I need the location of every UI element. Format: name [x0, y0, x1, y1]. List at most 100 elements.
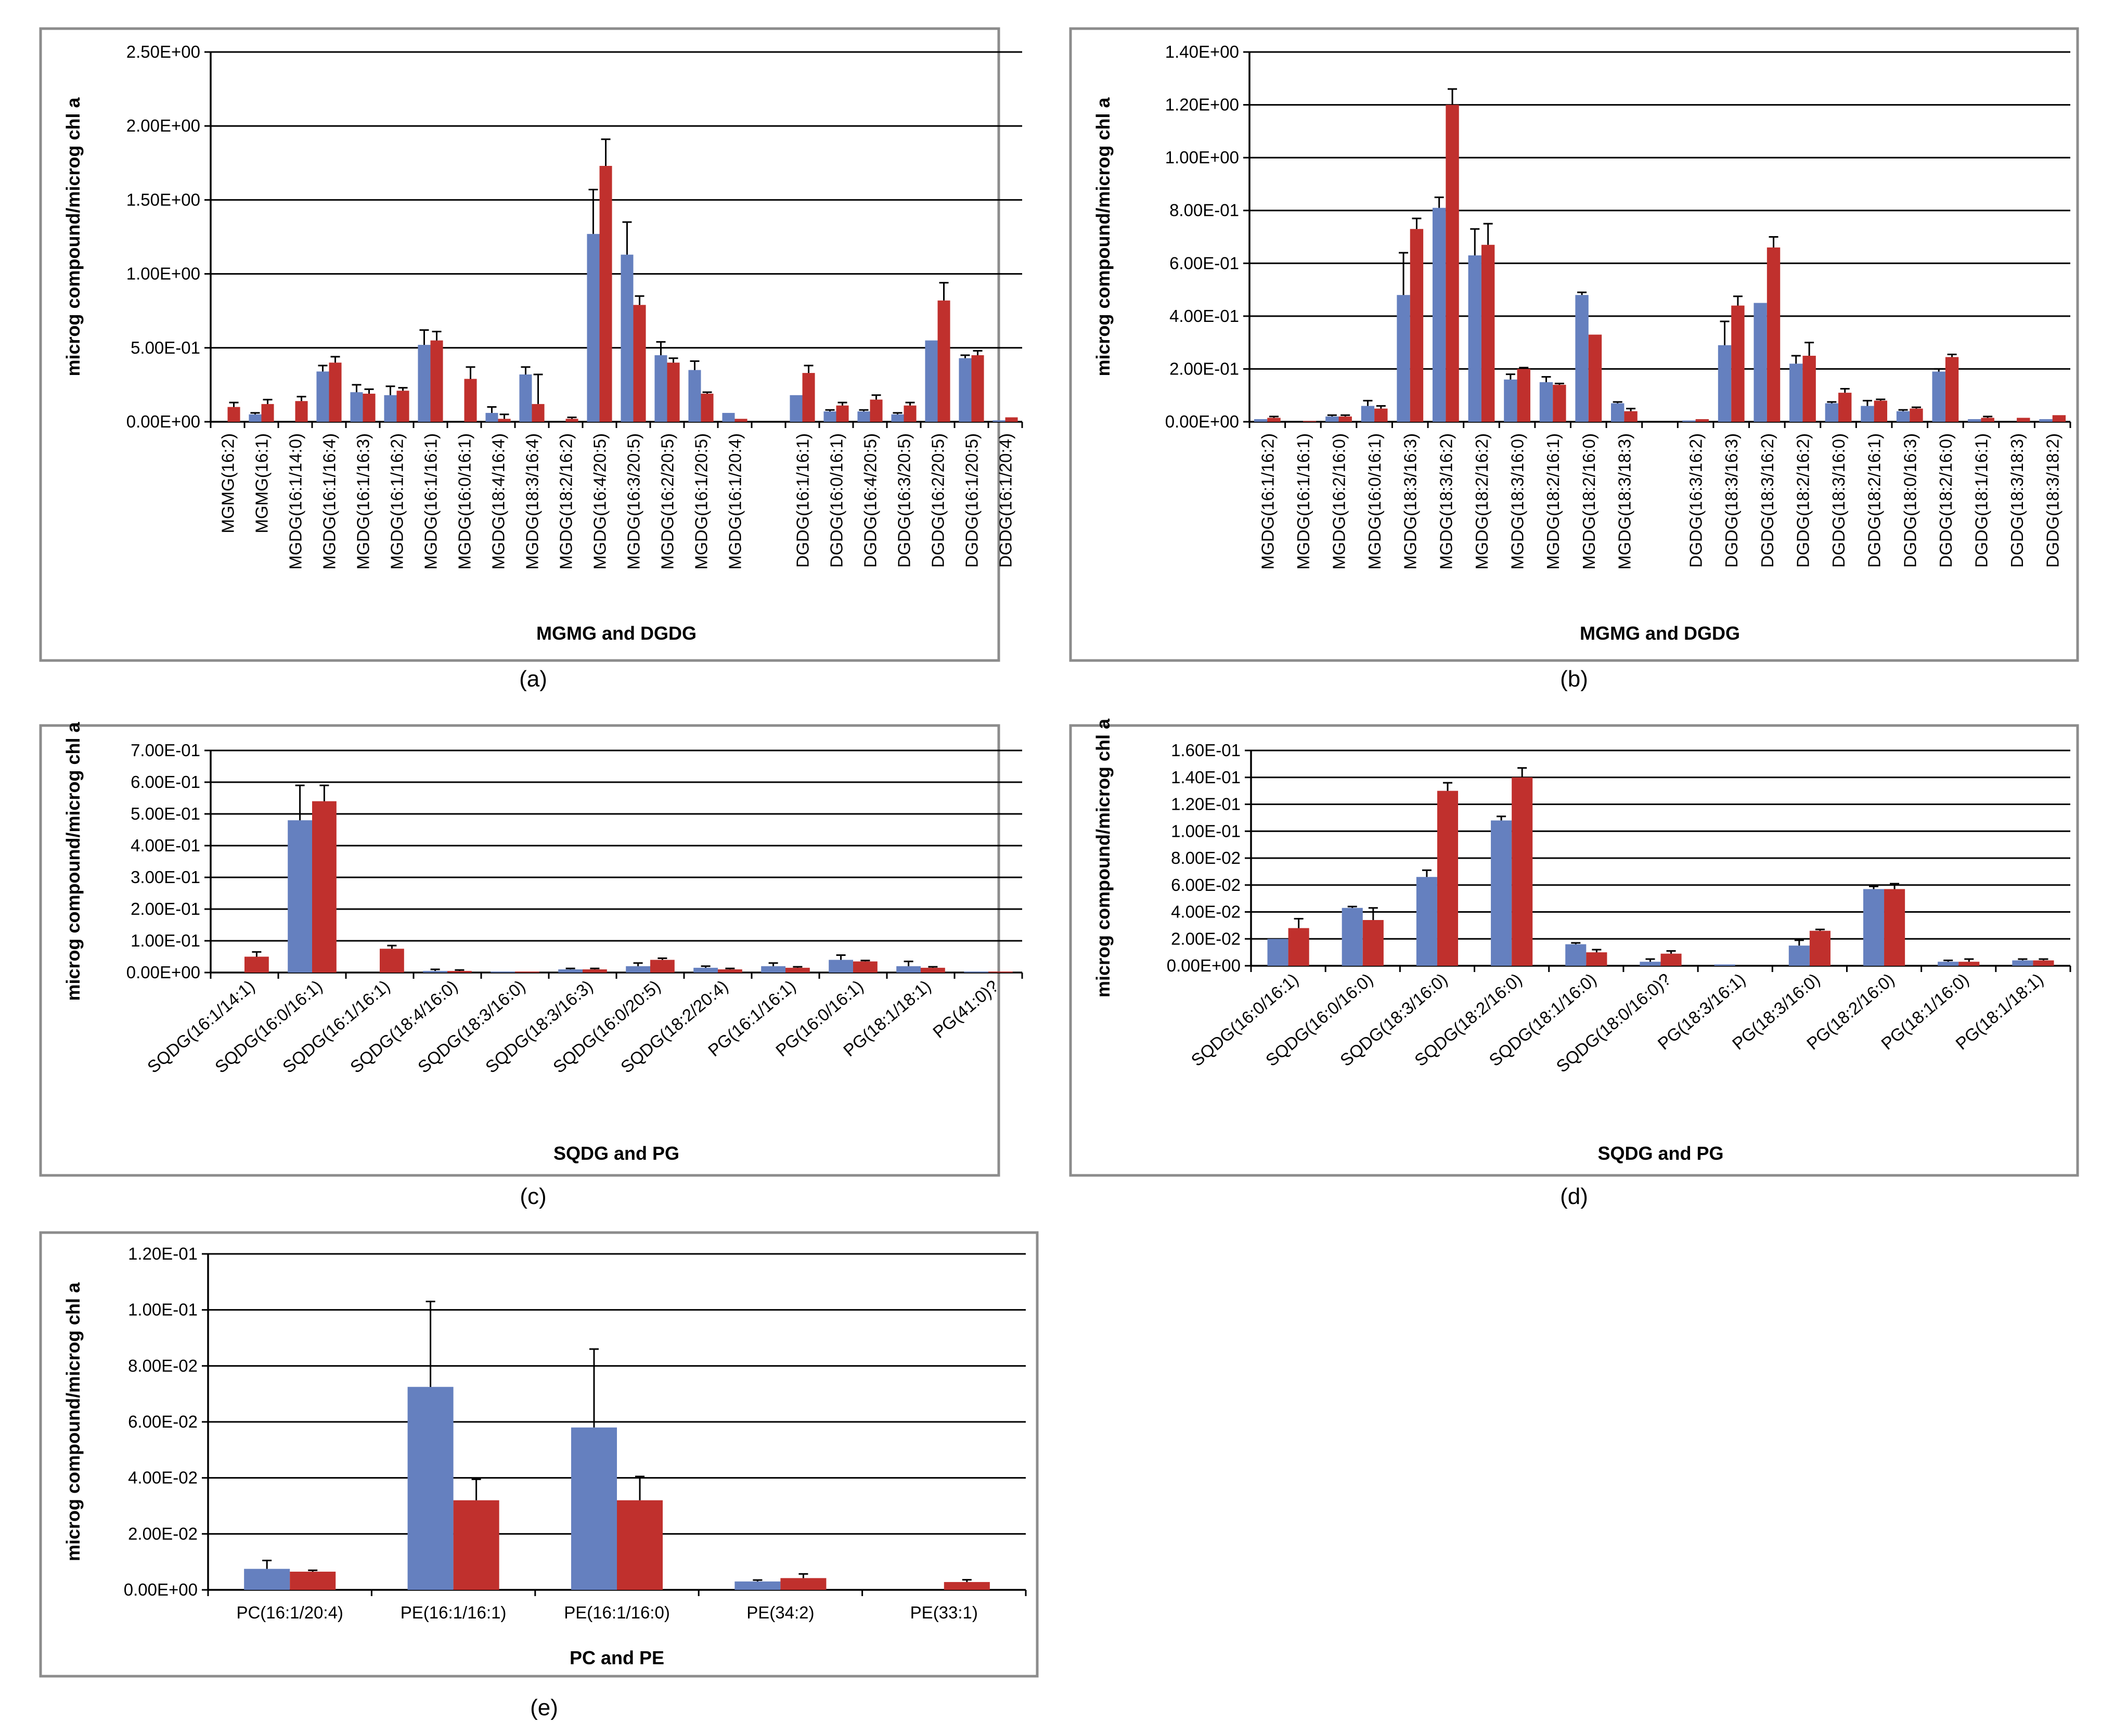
bar-series2-mgdg-18-3-16-3 — [1410, 229, 1424, 422]
x-tick-label: MGDG(16:4/20:5) — [590, 433, 610, 569]
bar-series2-mgdg-16-1-20-4 — [734, 419, 747, 422]
bar-series2-pg-18-1-16-0 — [1958, 962, 1980, 966]
x-tick-label: MGDG(16:1/16:1) — [421, 433, 441, 569]
bar-series2-pg-18-2-16-0 — [1884, 889, 1905, 966]
bar-series2-sqdg-16-0-16-1 — [312, 801, 337, 973]
bar-series1-sqdg-16-0-16-0 — [1342, 908, 1363, 966]
y-tick-label: 0.00E+00 — [126, 412, 200, 431]
y-tick-label: 6.00E-02 — [128, 1412, 198, 1431]
bar-series2-pc-16-1-20-4 — [290, 1572, 336, 1590]
x-tick-label: MGDG(16:2/16:0) — [1330, 433, 1349, 569]
x-tick-label: MGDG(18:3/16:2) — [1436, 433, 1455, 569]
x-tick-label: DGDG(16:0/16:1) — [827, 433, 846, 568]
bar-series2-dgdg-16-3-20-5 — [904, 405, 917, 422]
bar-series1-dgdg-16-0-16-1 — [823, 411, 836, 422]
bar-series1-dgdg-18-2-16-2 — [1789, 364, 1803, 422]
bar-series1-dgdg-18-3-16-3 — [1718, 345, 1732, 422]
x-tick-label: DGDG(18:2/16:1) — [1865, 433, 1884, 568]
x-tick-label: MGDG(16:1/16:2) — [388, 433, 407, 569]
bar-series2-mgdg-16-1-16-1 — [1303, 421, 1317, 422]
bar-series1-sqdg-16-0-16-1 — [288, 820, 312, 973]
bar-series2-mgdg-16-4-20-5 — [599, 165, 612, 422]
bar-series1-pg-18-2-16-0 — [1863, 889, 1885, 966]
bar-series2-mgdg-16-1-16-2 — [1267, 418, 1281, 422]
bar-series2-mgdg-18-3-16-4 — [532, 404, 545, 422]
x-tick-label: DGDG(16:2/20:5) — [929, 433, 948, 568]
y-tick-label: 2.50E+00 — [126, 42, 200, 61]
bar-series2-sqdg-16-1-16-1 — [380, 949, 404, 973]
bar-series2-pe-33-1 — [944, 1582, 990, 1590]
x-tick-label: DGDG(16:1/20:4) — [996, 433, 1015, 568]
x-tick-label: MGMG(16:1) — [252, 433, 272, 534]
bar-series1-dgdg-16-1-16-1 — [790, 395, 803, 422]
bar-series2-dgdg-18-0-16-3 — [1910, 408, 1923, 422]
x-tick-label: MGDG(18:2/16:2) — [557, 433, 576, 569]
x-axis-title: MGMG and DGDG — [1580, 623, 1740, 644]
y-tick-label: 1.40E+00 — [1165, 42, 1239, 61]
bar-series1-pg-18-3-16-1 — [1714, 964, 1735, 966]
bar-series1-mgdg-16-0-16-1 — [1361, 406, 1375, 422]
bar-series1-dgdg-16-3-20-5 — [891, 414, 904, 422]
x-tick-label: MGDG(16:0/16:1) — [1365, 433, 1384, 569]
bar-series2-sqdg-18-2-16-0 — [1512, 777, 1533, 966]
y-tick-label: 1.00E-01 — [128, 1300, 198, 1319]
panel-frame — [39, 27, 1000, 662]
bar-series1-mgdg-18-3-16-0 — [1504, 379, 1517, 422]
bar-series1-dgdg-16-3-16-2 — [1682, 420, 1696, 422]
bar-series2-sqdg-16-0-20-5 — [650, 960, 675, 973]
y-axis-title: microg compound/microg chl a — [1092, 718, 1114, 997]
bar-series1-pg-18-1-16-0 — [1938, 962, 1959, 966]
bar-series2-dgdg-16-3-16-2 — [1695, 419, 1709, 422]
y-tick-label: 0.00E+00 — [126, 963, 200, 982]
bar-series1-mgdg-18-3-16-3 — [1397, 295, 1410, 422]
bar-series2-dgdg-16-2-20-5 — [937, 300, 950, 422]
y-tick-label: 8.00E-02 — [128, 1356, 198, 1375]
y-tick-label: 5.00E-01 — [131, 804, 200, 823]
y-tick-label: 4.00E-01 — [131, 836, 200, 855]
panel-label: (a) — [519, 666, 547, 692]
x-tick-label: MGDG(18:2/16:2) — [1472, 433, 1491, 569]
bar-series2-dgdg-18-3-16-0 — [1838, 393, 1852, 422]
bar-series2-sqdg-16-1-14-1 — [244, 956, 269, 973]
bar-series1-dgdg-18-3-16-0 — [1825, 403, 1839, 422]
x-tick-label: MGDG(18:4/16:4) — [489, 433, 508, 569]
bar-series1-pg-41-0 — [964, 971, 988, 973]
bar-series1-sqdg-18-2-16-0 — [1491, 820, 1512, 966]
y-tick-label: 1.20E-01 — [1171, 795, 1241, 814]
y-tick-label: 6.00E-01 — [131, 772, 200, 792]
y-tick-label: 8.00E-02 — [1171, 848, 1241, 867]
bar-series1-mgdg-18-3-16-2 — [1432, 208, 1446, 422]
x-tick-label: DGDG(18:2/16:0) — [1936, 433, 1955, 568]
panel-d: 0.00E+00 2.00E-02 4.00E-02 6.00E-02 8.00E-02… — [1069, 718, 2079, 1177]
x-tick-label: PC(16:1/20:4) — [236, 1603, 343, 1622]
x-tick-label: MGDG(16:1/14:0) — [286, 433, 305, 569]
bar-series1-mgdg-16-3-20-5 — [621, 254, 634, 422]
bar-series1-mgdg-18-2-16-0 — [1575, 295, 1589, 422]
y-tick-label: 0.00E+00 — [1165, 412, 1239, 431]
bar-series1-dgdg-18-3-16-2 — [1754, 303, 1767, 422]
bar-series2-dgdg-16-0-16-1 — [836, 405, 849, 422]
y-axis-title: microg compound/microg chl a — [62, 97, 84, 376]
bar-series1-mgdg-16-4-20-5 — [587, 234, 600, 422]
bar-series1-pg-16-0-16-1 — [829, 960, 853, 973]
bar-series2-pg-18-1-18-1 — [921, 967, 945, 973]
y-tick-label: 1.20E-01 — [128, 1244, 198, 1263]
bar-series2-mgdg-16-3-20-5 — [633, 305, 646, 422]
x-tick-label: MGDG(18:3/16:0) — [1508, 433, 1527, 569]
y-tick-label: 1.40E-01 — [1171, 768, 1241, 787]
panel-frame — [1069, 27, 2079, 662]
x-tick-label: DGDG(16:4/20:5) — [861, 433, 880, 568]
panel-label: (e) — [530, 1695, 558, 1720]
x-axis-title: MGMG and DGDG — [536, 623, 697, 644]
x-tick-label: MGDG(16:1/16:4) — [320, 433, 339, 569]
bar-series1-sqdg-18-3-16-0 — [1416, 877, 1437, 966]
panel-frame — [39, 1231, 1039, 1678]
bar-series2-sqdg-18-0-16-0 — [1660, 953, 1682, 966]
bar-series2-mgmg-16-2 — [227, 407, 240, 422]
bar-series2-mgdg-16-1-16-1 — [430, 340, 443, 422]
bar-series1-pe-16-1-16-1 — [407, 1387, 454, 1590]
bar-series2-mgdg-16-0-16-1 — [1374, 408, 1388, 422]
y-tick-label: 6.00E-01 — [1169, 253, 1239, 273]
x-tick-label: DGDG(16:1/20:5) — [962, 433, 982, 568]
x-tick-label: MGDG(18:2/16:0) — [1579, 433, 1599, 569]
